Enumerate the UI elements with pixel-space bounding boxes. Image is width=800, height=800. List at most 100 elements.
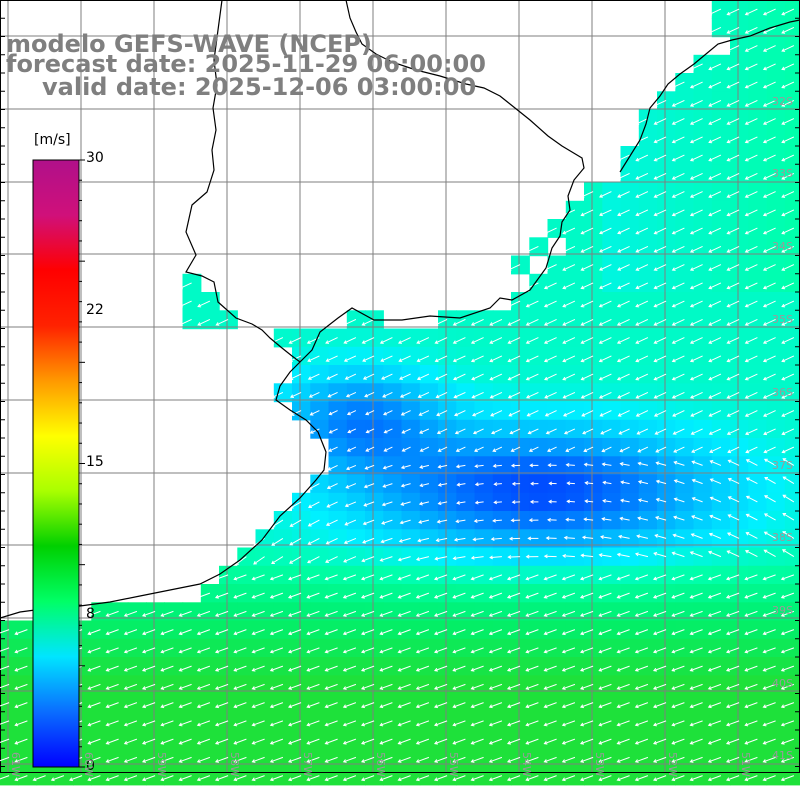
wind-vector	[490, 410, 503, 417]
wind-speed-cell	[693, 292, 713, 311]
colorbar-tick-8: 8	[86, 606, 95, 622]
wind-vector-head	[123, 667, 128, 672]
wind-speed-cell	[711, 164, 731, 184]
wind-vector	[308, 519, 320, 527]
wind-vector-head	[579, 777, 584, 782]
wind-vector	[361, 720, 375, 726]
wind-vector-head	[599, 194, 603, 198]
wind-speed-cell	[620, 547, 640, 567]
wind-vector-head	[196, 631, 201, 636]
wind-vector	[544, 227, 557, 235]
wind-vector-head	[14, 759, 19, 763]
wind-vector-head	[287, 722, 292, 727]
wind-vector-head	[360, 613, 365, 617]
wind-vector	[582, 428, 594, 435]
wind-vector-head	[455, 448, 460, 452]
wind-speed-cell	[730, 328, 749, 348]
wind-vector-head	[308, 394, 313, 398]
lon-label: 52W	[666, 752, 679, 777]
wind-speed-cell	[638, 200, 658, 220]
wind-speed-cell	[328, 365, 348, 384]
wind-speed-cell	[565, 675, 585, 695]
wind-speed-cell	[730, 474, 749, 494]
wind-vector	[672, 702, 685, 708]
wind-speed-cell	[346, 401, 366, 421]
wind-vector-head	[306, 340, 311, 344]
wind-vector-head	[655, 479, 660, 484]
wind-vector-head	[488, 686, 493, 690]
wind-speed-cell	[383, 511, 403, 530]
wind-speed-cell	[511, 620, 530, 640]
wind-vector-head	[598, 649, 603, 654]
wind-vector	[472, 391, 484, 399]
wind-vector-head	[399, 394, 404, 398]
wind-vector-head	[781, 249, 786, 253]
wind-speed-cell	[748, 492, 768, 512]
wind-vector-head	[434, 322, 439, 326]
wind-vector	[343, 556, 357, 563]
wind-speed-cell	[310, 602, 330, 622]
wind-vector	[288, 610, 302, 617]
wind-vector	[763, 629, 776, 635]
wind-speed-cell	[419, 602, 439, 622]
wind-vector	[106, 683, 119, 690]
wind-speed-cell	[766, 127, 786, 147]
wind-vector-head	[383, 448, 388, 452]
wind-vector-head	[419, 483, 424, 488]
wind-vector-head	[123, 704, 128, 709]
wind-vector-head	[690, 413, 695, 417]
wind-vector	[726, 592, 740, 599]
wind-speed-cell	[675, 365, 695, 384]
wind-vector	[453, 337, 466, 344]
wind-vector	[252, 775, 265, 781]
wind-vector-head	[580, 212, 585, 217]
wind-vector-head	[727, 477, 732, 482]
wind-vector-head	[708, 285, 713, 290]
wind-vector-head	[470, 722, 475, 727]
wind-vector	[508, 355, 521, 362]
wind-speed-cell	[529, 328, 549, 348]
wind-speed-cell	[127, 693, 147, 713]
wind-vector-head	[452, 777, 457, 782]
wind-vector	[562, 775, 576, 781]
wind-vector	[363, 519, 375, 525]
wind-speed-cell	[182, 693, 202, 713]
wind-vector-head	[671, 667, 676, 672]
wind-speed-cell	[584, 365, 603, 384]
wind-vector	[325, 556, 338, 563]
wind-vector	[544, 683, 557, 690]
wind-vector	[581, 209, 594, 216]
wind-vector	[727, 300, 740, 308]
wind-vector	[580, 665, 594, 672]
wind-vector	[781, 337, 795, 344]
wind-vector	[419, 464, 430, 468]
wind-speed-cell	[638, 365, 658, 384]
wind-vector	[745, 775, 758, 781]
wind-vector-head	[598, 376, 603, 381]
wind-vector-head	[634, 704, 639, 709]
wind-speed-cell	[784, 511, 800, 530]
wind-vector	[215, 610, 229, 617]
wind-vector-head	[781, 30, 786, 34]
wind-vector-head	[745, 477, 750, 481]
wind-vector-head	[214, 704, 219, 709]
wind-speed-cell	[91, 602, 111, 622]
wind-vector	[398, 647, 411, 653]
wind-vector-head	[269, 613, 274, 617]
wind-vector	[692, 497, 703, 503]
wind-vector	[325, 592, 338, 599]
wind-vector-head	[561, 576, 566, 581]
wind-vector	[562, 665, 576, 672]
wind-speed-cell	[529, 529, 549, 549]
wind-vector	[526, 391, 539, 399]
wind-vector-head	[543, 554, 548, 559]
wind-speed-cell	[675, 620, 695, 640]
wind-vector	[782, 446, 795, 453]
wind-vector	[507, 720, 521, 726]
wind-vector-head	[635, 285, 640, 290]
wind-vector	[672, 592, 685, 599]
wind-vector-head	[506, 594, 511, 599]
wind-speed-cell	[620, 748, 640, 768]
wind-vector-head	[635, 267, 640, 271]
wind-vector-head	[525, 322, 530, 326]
